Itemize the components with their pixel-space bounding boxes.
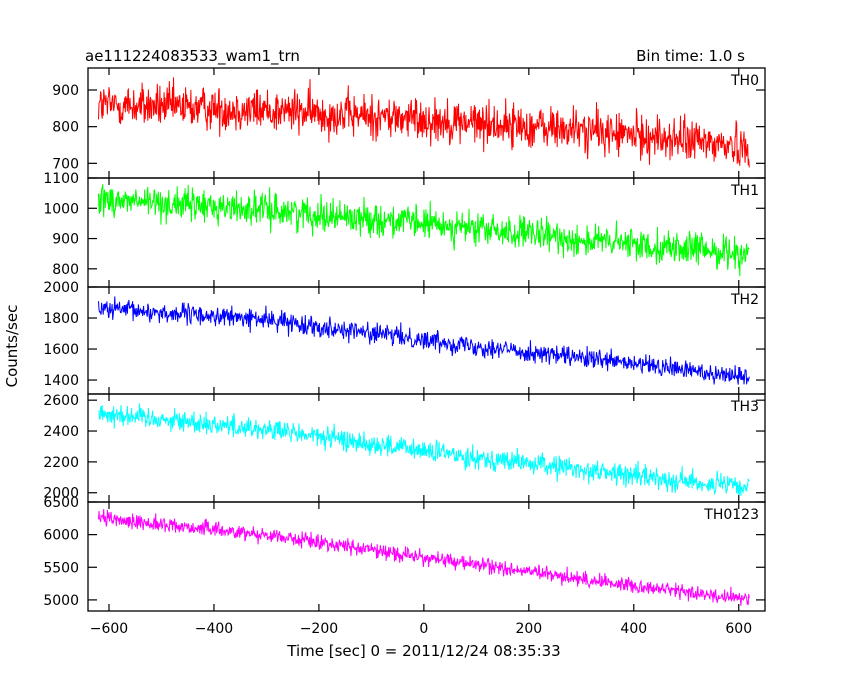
series-th0 [98,77,750,168]
bin-time-label: Bin time: 1.0 s [636,47,745,65]
series-th0123 [98,508,750,606]
y-axis-label: Counts/sec [3,305,21,388]
y-tick-label: 900 [52,83,79,99]
series-th1 [98,184,750,277]
panels-group: TH0 700 800 900 TH1 800 900 1000 1100 TH2 1400 1600… [43,67,766,637]
panel-label-th0: TH0 [730,73,759,89]
panel-label-th0123: TH0123 [703,507,759,523]
observation-title: ae111224083533_wam1_trn [85,47,300,66]
x-tick-label: 200 [515,621,542,637]
x-tick-label: −600 [90,621,128,637]
x-tick-label: 400 [620,621,647,637]
x-tick-label: 0 [419,621,428,637]
y-tick-label: 2000 [43,486,79,502]
x-tick-label: 600 [725,621,752,637]
series-th2 [98,296,750,385]
y-tick-label: 1000 [43,201,79,217]
y-tick-label: 2000 [43,280,79,296]
y-tick-label: 2600 [43,393,79,409]
y-tick-label: 5500 [43,560,79,576]
panel-frame-th0123 [87,501,766,612]
y-tick-label: 1400 [43,373,79,389]
y-tick-label: 5000 [43,593,79,609]
x-axis-label: Time [sec] 0 = 2011/12/24 08:35:33 [286,642,560,660]
panel-label-th1: TH1 [730,183,759,199]
y-tick-label: 1100 [43,171,79,187]
panel-frame-th1 [87,177,766,288]
y-tick-label: 900 [52,232,79,248]
y-tick-label: 800 [52,120,79,136]
y-tick-label: 2200 [43,455,79,471]
y-tick-label: 6000 [43,528,79,544]
x-tick-label: −200 [300,621,338,637]
y-tick-label: 1600 [43,342,79,358]
y-tick-label: 6500 [43,495,79,511]
y-tick-label: 700 [52,156,79,172]
series-th3 [98,403,750,496]
panel-frame-th3 [87,393,766,503]
panel-label-th2: TH2 [730,292,759,308]
x-tick-label: −400 [195,621,233,637]
y-tick-label: 2400 [43,424,79,440]
y-tick-label: 1800 [43,311,79,327]
panel-label-th3: TH3 [730,399,759,415]
y-tick-label: 800 [52,262,79,278]
